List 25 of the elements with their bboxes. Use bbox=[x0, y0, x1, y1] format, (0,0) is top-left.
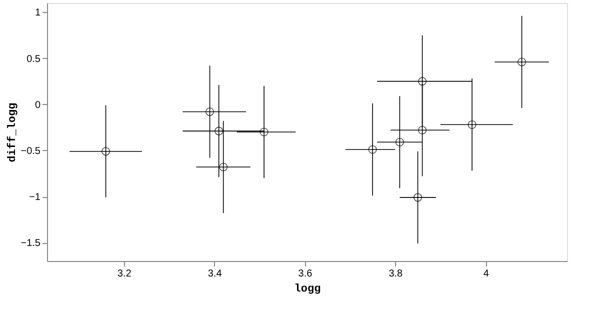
x-axis-title: logg bbox=[294, 284, 321, 296]
point bbox=[214, 126, 224, 136]
point bbox=[219, 162, 228, 172]
point bbox=[418, 77, 427, 86]
x-tick-label: 4 bbox=[483, 268, 490, 280]
y-tick-label: −0.5 bbox=[20, 146, 41, 157]
y-tick-label: −1 bbox=[29, 192, 41, 203]
point bbox=[260, 128, 268, 136]
y-tick-label: −1.5 bbox=[20, 238, 41, 250]
point bbox=[102, 147, 110, 156]
point bbox=[418, 126, 427, 134]
y-tick-label: 0.5 bbox=[26, 54, 41, 65]
x-tick-label: 3.2 bbox=[117, 268, 132, 280]
y-tick-label: 0 bbox=[34, 100, 41, 111]
point bbox=[518, 58, 526, 66]
x-tick-label: 3.6 bbox=[298, 268, 313, 280]
point bbox=[368, 145, 377, 154]
y-axis-title: diff_logg bbox=[6, 102, 19, 162]
y-tick-label: 1 bbox=[34, 8, 41, 19]
point bbox=[395, 138, 404, 146]
x-tick-label: 3.4 bbox=[208, 268, 222, 280]
point bbox=[414, 193, 422, 202]
x-tick-label: 3.8 bbox=[388, 268, 404, 280]
point bbox=[468, 120, 476, 129]
point bbox=[206, 107, 214, 116]
